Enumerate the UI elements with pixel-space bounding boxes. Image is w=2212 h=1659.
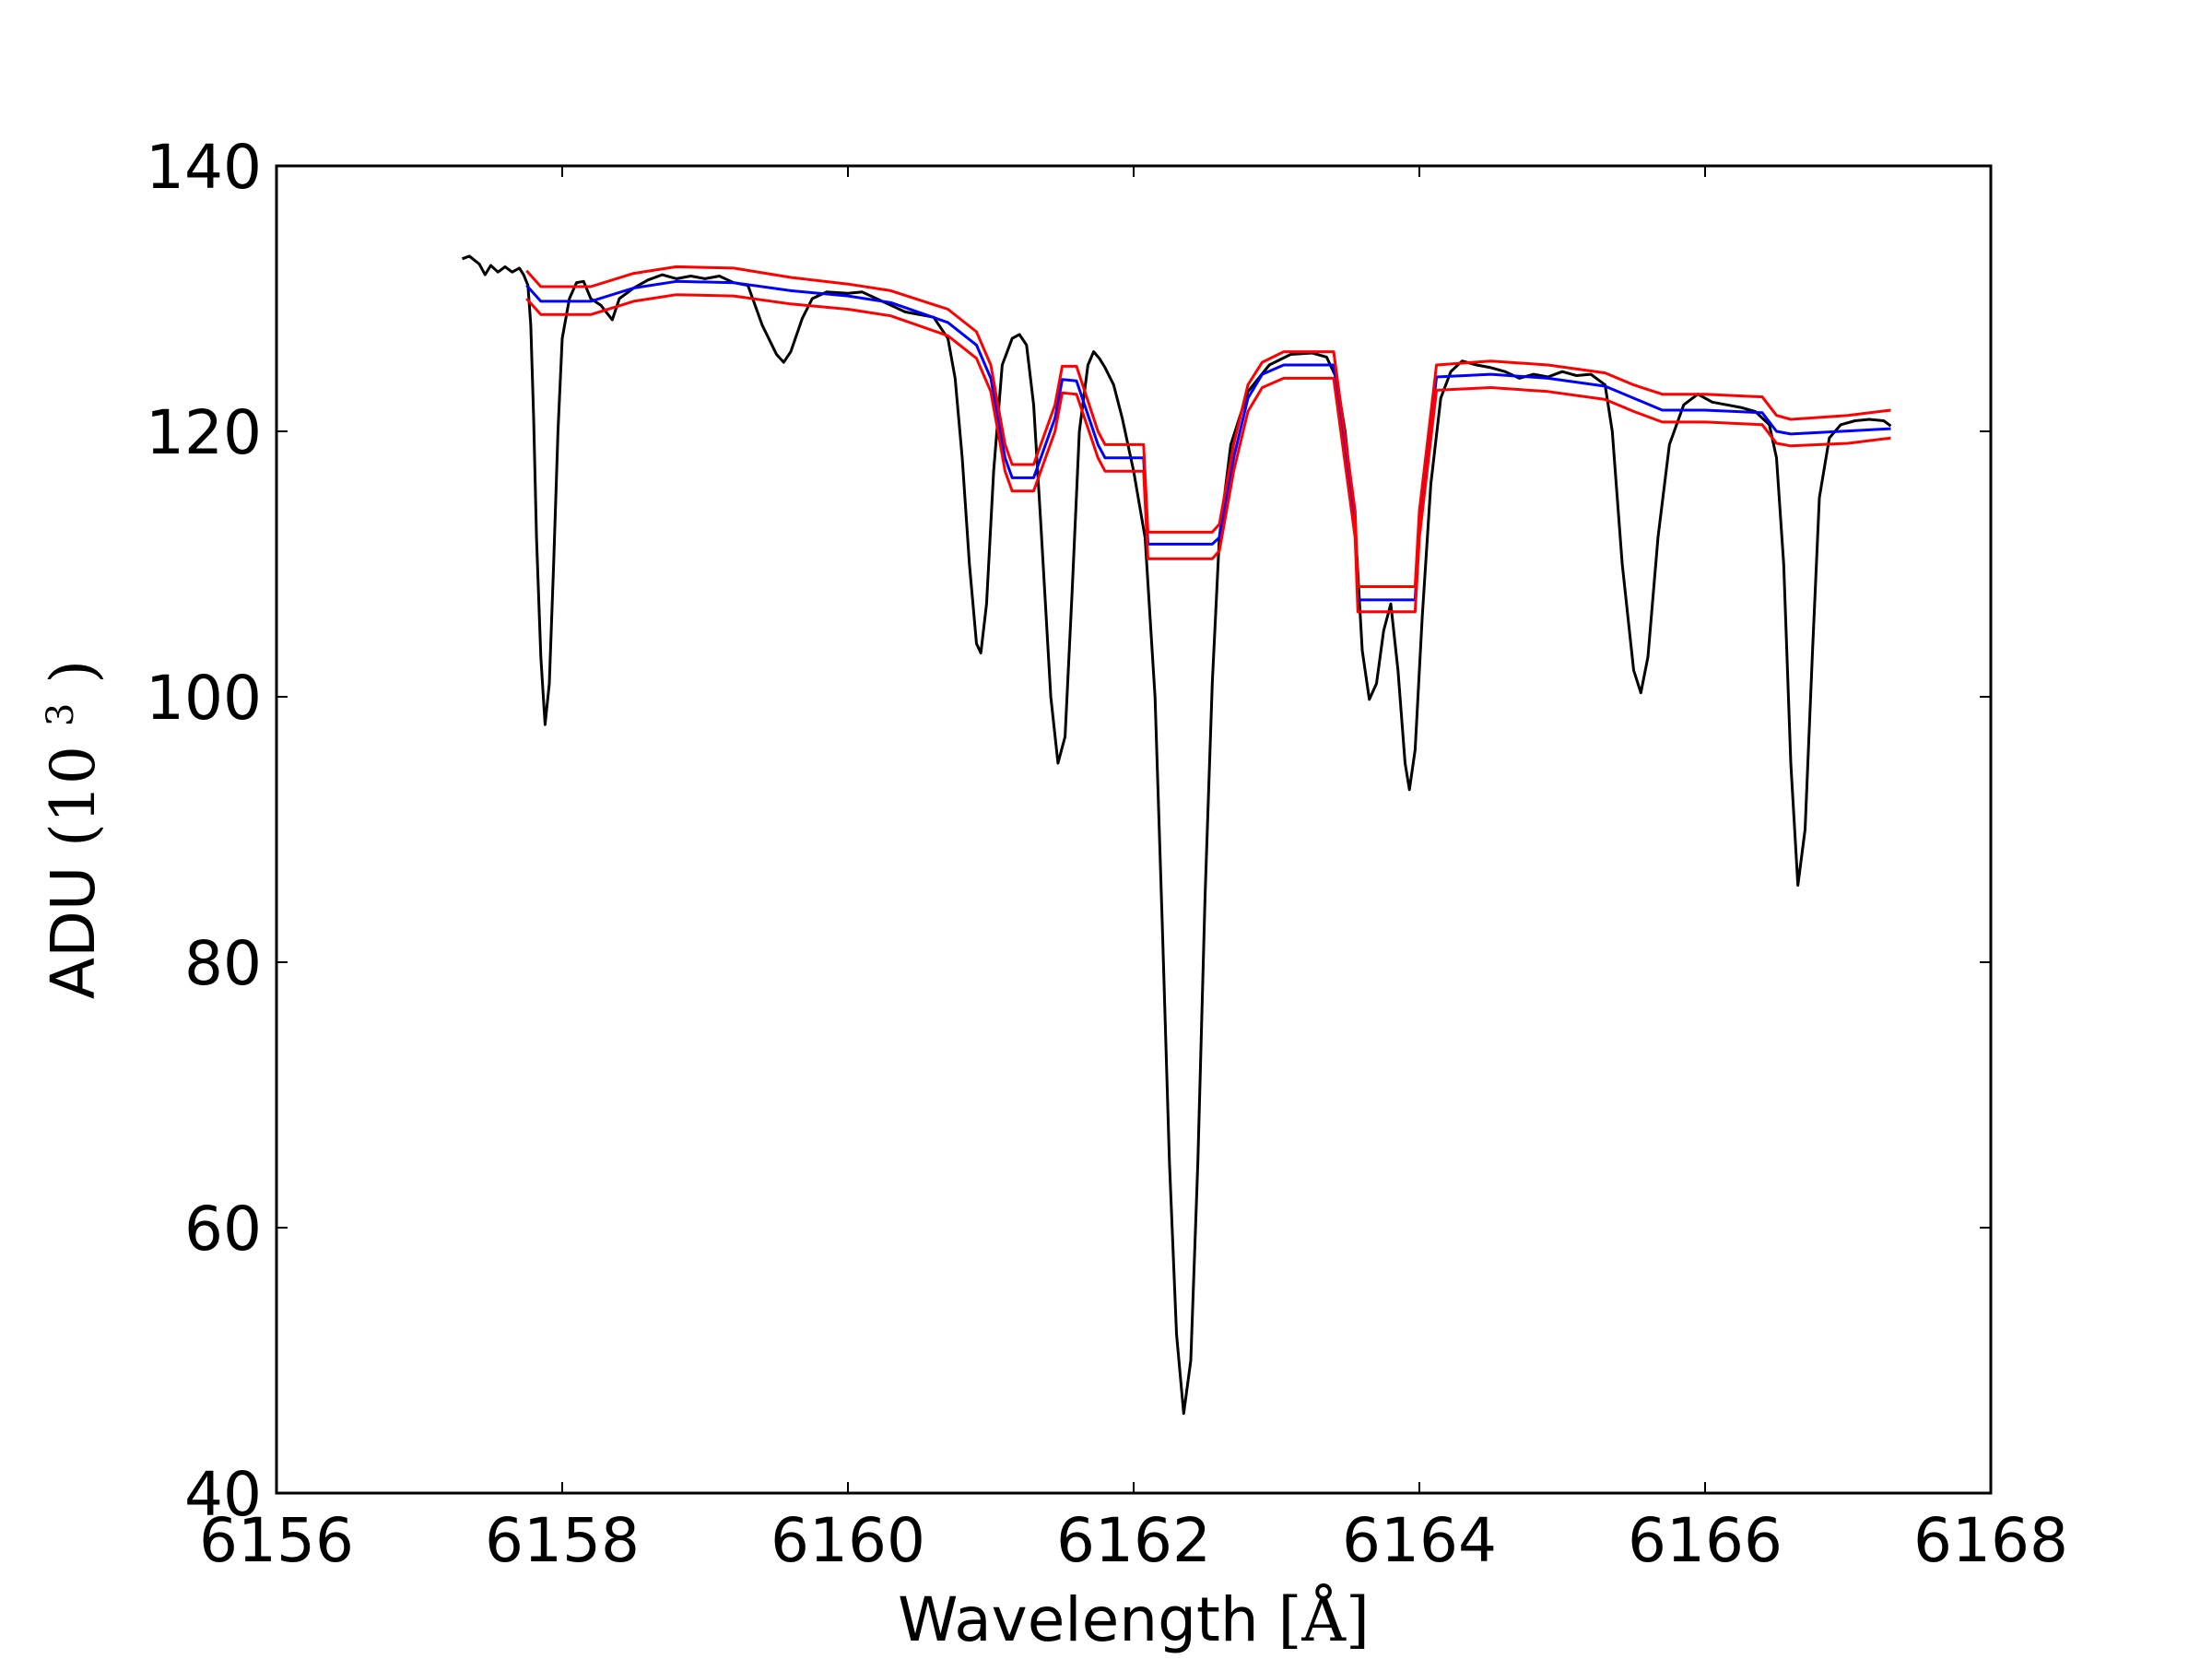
series-line-upper-bound	[525, 265, 1891, 588]
y-axis-title-unit-exp: 3	[40, 703, 82, 726]
x-tick-label: 6164	[1342, 1505, 1497, 1576]
series-layer	[461, 254, 1892, 1416]
series-line-lower-bound	[525, 293, 1891, 614]
y-tick-label: 60	[184, 1194, 262, 1265]
x-tick-label: 6156	[199, 1505, 354, 1576]
y-axis-title-unit-close: )	[38, 660, 109, 684]
tick-layer: 6156 6158 6160 6162 6164 6166 6168 40 60 80 100 120…	[146, 132, 2068, 1576]
x-tick-label: 6168	[1913, 1505, 2068, 1576]
x-tick-label: 6158	[485, 1505, 640, 1576]
x-axis-title: Wavelength [Å]	[898, 1584, 1370, 1655]
y-axis-title-text: ADU	[38, 866, 109, 999]
y-tick-label: 100	[146, 663, 262, 734]
x-axis-title-unit: [Å]	[1278, 1584, 1370, 1655]
series-line-model	[525, 279, 1891, 602]
y-tick-label: 120	[146, 397, 262, 468]
y-axis-title-unit-base: (10	[38, 746, 109, 847]
x-tick-label: 6162	[1056, 1505, 1211, 1576]
x-axis-title-text: Wavelength	[898, 1584, 1259, 1655]
y-tick-label: 140	[146, 132, 262, 203]
x-tick-label: 6160	[771, 1505, 925, 1576]
y-axis-title: ADU (10 3 )	[38, 660, 109, 999]
y-tick-label: 40	[184, 1459, 262, 1530]
y-tick-label: 80	[184, 928, 262, 999]
x-tick-label: 6166	[1628, 1505, 1783, 1576]
series-line-observed	[461, 254, 1892, 1416]
